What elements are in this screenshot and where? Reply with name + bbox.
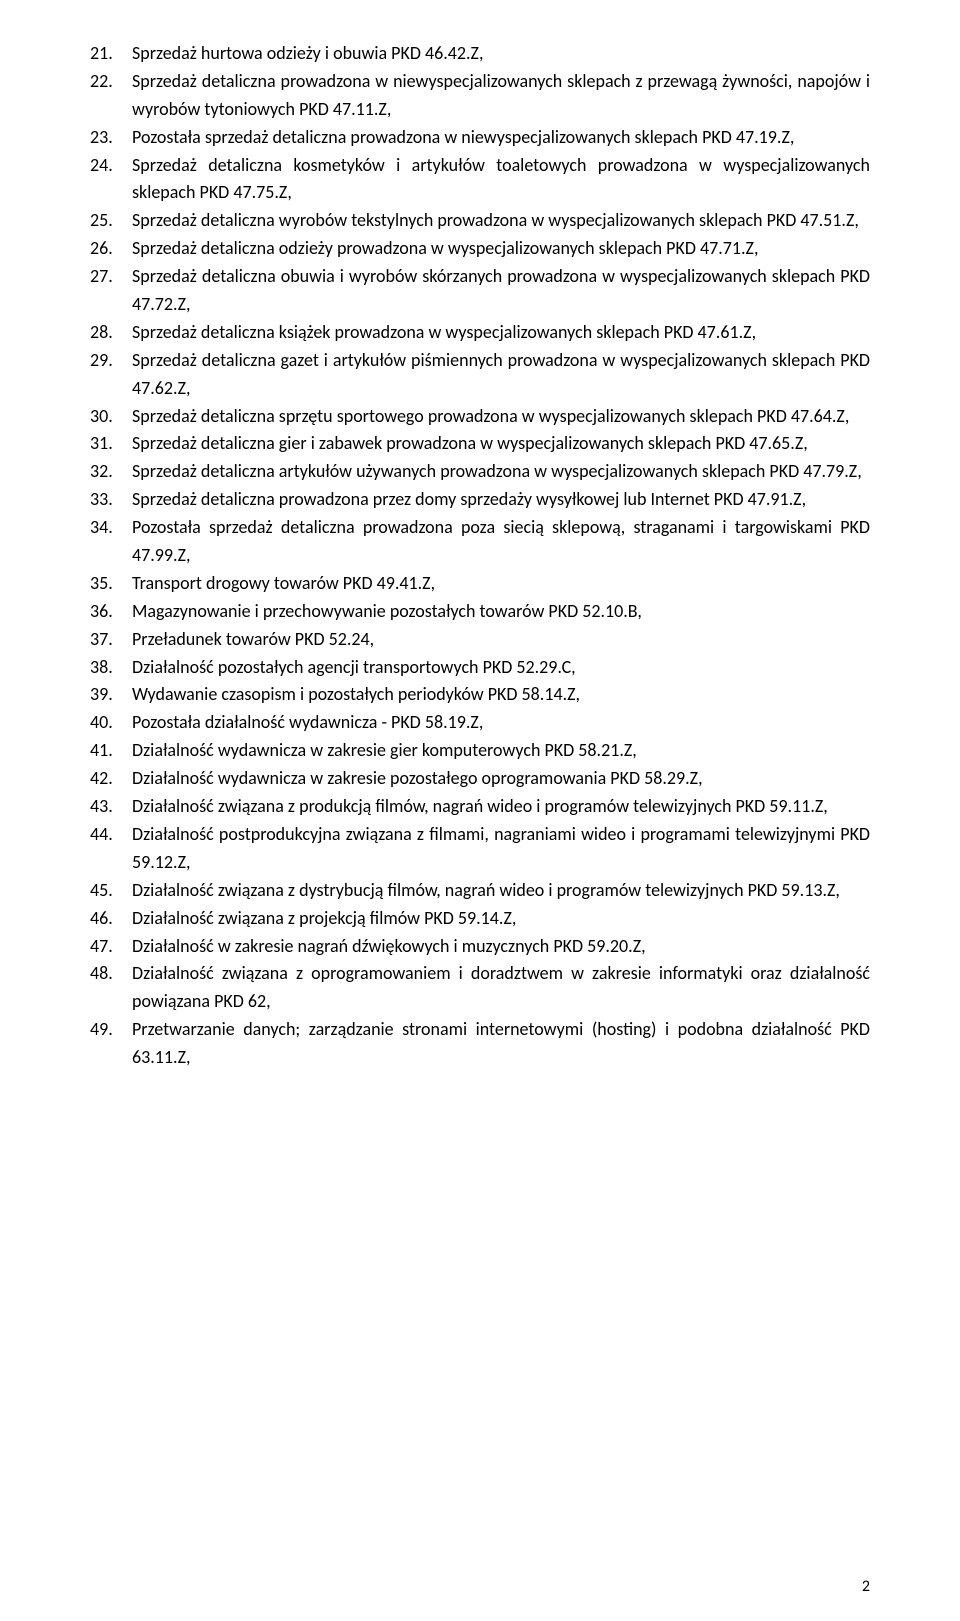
list-item-number: 30. <box>90 403 132 431</box>
list-item-number: 23. <box>90 124 132 152</box>
list-item-text: Działalność wydawnicza w zakresie gier k… <box>132 737 870 765</box>
list-item: 39.Wydawanie czasopism i pozostałych per… <box>90 681 870 709</box>
list-item-number: 21. <box>90 40 132 68</box>
list-item-text: Działalność związana z oprogramowaniem i… <box>132 960 870 1016</box>
list-item-text: Wydawanie czasopism i pozostałych period… <box>132 681 870 709</box>
list-item-number: 40. <box>90 709 132 737</box>
list-item: 44.Działalność postprodukcyjna związana … <box>90 821 870 877</box>
list-item: 43.Działalność związana z produkcją film… <box>90 793 870 821</box>
list-item-text: Sprzedaż detaliczna książek prowadzona w… <box>132 319 870 347</box>
list-item-number: 38. <box>90 654 132 682</box>
list-item-text: Sprzedaż detaliczna sprzętu sportowego p… <box>132 403 870 431</box>
list-item-text: Przeładunek towarów PKD 52.24, <box>132 626 870 654</box>
list-item: 48.Działalność związana z oprogramowanie… <box>90 960 870 1016</box>
list-item: 35.Transport drogowy towarów PKD 49.41.Z… <box>90 570 870 598</box>
list-item: 36.Magazynowanie i przechowywanie pozost… <box>90 598 870 626</box>
list-item: 40.Pozostała działalność wydawnicza - PK… <box>90 709 870 737</box>
list-item-number: 25. <box>90 207 132 235</box>
list-item-number: 32. <box>90 458 132 486</box>
pkd-ordered-list: 21.Sprzedaż hurtowa odzieży i obuwia PKD… <box>90 40 870 1072</box>
list-item-number: 22. <box>90 68 132 96</box>
list-item-text: Działalność pozostałych agencji transpor… <box>132 654 870 682</box>
list-item: 45.Działalność związana z dystrybucją fi… <box>90 877 870 905</box>
list-item-text: Sprzedaż detaliczna prowadzona przez dom… <box>132 486 870 514</box>
list-item: 28.Sprzedaż detaliczna książek prowadzon… <box>90 319 870 347</box>
list-item-text: Sprzedaż detaliczna odzieży prowadzona w… <box>132 235 870 263</box>
list-item-text: Sprzedaż detaliczna artykułów używanych … <box>132 458 870 486</box>
list-item-text: Sprzedaż hurtowa odzieży i obuwia PKD 46… <box>132 40 870 68</box>
list-item-text: Sprzedaż detaliczna wyrobów tekstylnych … <box>132 207 870 235</box>
list-item-text: Sprzedaż detaliczna obuwia i wyrobów skó… <box>132 263 870 319</box>
list-item-text: Działalność wydawnicza w zakresie pozost… <box>132 765 870 793</box>
list-item-text: Pozostała działalność wydawnicza - PKD 5… <box>132 709 870 737</box>
list-item-number: 45. <box>90 877 132 905</box>
list-item: 38.Działalność pozostałych agencji trans… <box>90 654 870 682</box>
list-item: 23.Pozostała sprzedaż detaliczna prowadz… <box>90 124 870 152</box>
list-item: 49.Przetwarzanie danych; zarządzanie str… <box>90 1016 870 1072</box>
list-item-number: 24. <box>90 152 132 180</box>
list-item-text: Transport drogowy towarów PKD 49.41.Z, <box>132 570 870 598</box>
list-item: 37.Przeładunek towarów PKD 52.24, <box>90 626 870 654</box>
list-item-text: Działalność w zakresie nagrań dźwiękowyc… <box>132 933 870 961</box>
list-item: 46.Działalność związana z projekcją film… <box>90 905 870 933</box>
document-page: 21.Sprzedaż hurtowa odzieży i obuwia PKD… <box>0 0 960 1621</box>
list-item-number: 39. <box>90 681 132 709</box>
list-item: 25.Sprzedaż detaliczna wyrobów tekstylny… <box>90 207 870 235</box>
list-item-number: 47. <box>90 933 132 961</box>
list-item-number: 31. <box>90 430 132 458</box>
list-item-number: 29. <box>90 347 132 375</box>
list-item-number: 42. <box>90 765 132 793</box>
list-item: 34.Pozostała sprzedaż detaliczna prowadz… <box>90 514 870 570</box>
list-item-text: Sprzedaż detaliczna kosmetyków i artykuł… <box>132 152 870 208</box>
list-item-number: 43. <box>90 793 132 821</box>
list-item-text: Pozostała sprzedaż detaliczna prowadzona… <box>132 124 870 152</box>
list-item-number: 49. <box>90 1016 132 1044</box>
list-item-number: 27. <box>90 263 132 291</box>
list-item-text: Magazynowanie i przechowywanie pozostały… <box>132 598 870 626</box>
list-item: 42.Działalność wydawnicza w zakresie poz… <box>90 765 870 793</box>
list-item: 47.Działalność w zakresie nagrań dźwięko… <box>90 933 870 961</box>
list-item-text: Sprzedaż detaliczna gier i zabawek prowa… <box>132 430 870 458</box>
list-item: 31.Sprzedaż detaliczna gier i zabawek pr… <box>90 430 870 458</box>
list-item: 24.Sprzedaż detaliczna kosmetyków i arty… <box>90 152 870 208</box>
list-item-text: Działalność postprodukcyjna związana z f… <box>132 821 870 877</box>
list-item-number: 48. <box>90 960 132 988</box>
list-item: 21.Sprzedaż hurtowa odzieży i obuwia PKD… <box>90 40 870 68</box>
list-item: 32.Sprzedaż detaliczna artykułów używany… <box>90 458 870 486</box>
list-item-number: 36. <box>90 598 132 626</box>
list-item-text: Przetwarzanie danych; zarządzanie strona… <box>132 1016 870 1072</box>
list-item: 26.Sprzedaż detaliczna odzieży prowadzon… <box>90 235 870 263</box>
list-item-number: 46. <box>90 905 132 933</box>
list-item: 41.Działalność wydawnicza w zakresie gie… <box>90 737 870 765</box>
list-item-text: Pozostała sprzedaż detaliczna prowadzona… <box>132 514 870 570</box>
page-number: 2 <box>862 1577 870 1596</box>
list-item-text: Działalność związana z projekcją filmów … <box>132 905 870 933</box>
list-item-number: 26. <box>90 235 132 263</box>
list-item: 22.Sprzedaż detaliczna prowadzona w niew… <box>90 68 870 124</box>
list-item-number: 44. <box>90 821 132 849</box>
list-item-text: Sprzedaż detaliczna prowadzona w niewysp… <box>132 68 870 124</box>
list-item-number: 33. <box>90 486 132 514</box>
list-item-text: Działalność związana z dystrybucją filmó… <box>132 877 870 905</box>
list-item-number: 37. <box>90 626 132 654</box>
list-item: 27.Sprzedaż detaliczna obuwia i wyrobów … <box>90 263 870 319</box>
list-item-text: Działalność związana z produkcją filmów,… <box>132 793 870 821</box>
list-item-text: Sprzedaż detaliczna gazet i artykułów pi… <box>132 347 870 403</box>
list-item-number: 35. <box>90 570 132 598</box>
list-item: 30.Sprzedaż detaliczna sprzętu sportoweg… <box>90 403 870 431</box>
list-item: 33.Sprzedaż detaliczna prowadzona przez … <box>90 486 870 514</box>
list-item-number: 41. <box>90 737 132 765</box>
list-item-number: 34. <box>90 514 132 542</box>
list-item-number: 28. <box>90 319 132 347</box>
list-item: 29.Sprzedaż detaliczna gazet i artykułów… <box>90 347 870 403</box>
